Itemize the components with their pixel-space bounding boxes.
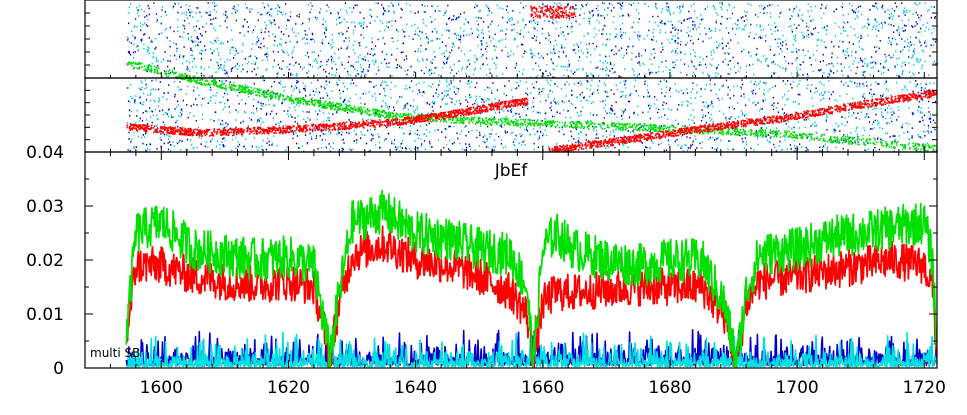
y-tick-label: 0.02: [26, 251, 64, 271]
y-tick-label: 0.01: [26, 305, 64, 325]
annotation-label: multi SB: [90, 346, 140, 360]
x-tick-label: 1700: [775, 378, 818, 398]
mid-cyan-points: [126, 79, 935, 152]
y-tick-label: 0.03: [26, 197, 64, 217]
top-cyan-points: [126, 2, 937, 78]
mid-red-band-1: [126, 97, 529, 137]
top-blue-points: [127, 2, 937, 78]
y-tick-label: 0.04: [26, 143, 64, 163]
axis-ticks: [84, 12, 937, 369]
x-tick-label: 1600: [140, 378, 183, 398]
x-tick-label: 1720: [903, 378, 946, 398]
mid-green-band: [172, 78, 937, 152]
middle-strip-plot: [126, 78, 937, 152]
tick-labels: 1600 1620 1640 1660 1680 1700 1720 0 0.01 0.02 0.0…: [26, 143, 946, 398]
top-green-band: [126, 61, 199, 78]
y-tick-label: 0: [53, 359, 64, 379]
x-tick-label: 1620: [267, 378, 310, 398]
x-tick-label: 1640: [394, 378, 437, 398]
mid-red-band-2: [548, 89, 937, 152]
top-strip-plot: [126, 2, 937, 78]
series-green-line: [125, 189, 937, 368]
top-strip-frame: [84, 0, 938, 79]
main-plot-area: [125, 189, 937, 368]
x-tick-label: 1680: [648, 378, 691, 398]
x-tick-label: 1660: [521, 378, 564, 398]
top-red-fragment: [530, 5, 577, 19]
chart-title: JbEf: [494, 161, 529, 181]
